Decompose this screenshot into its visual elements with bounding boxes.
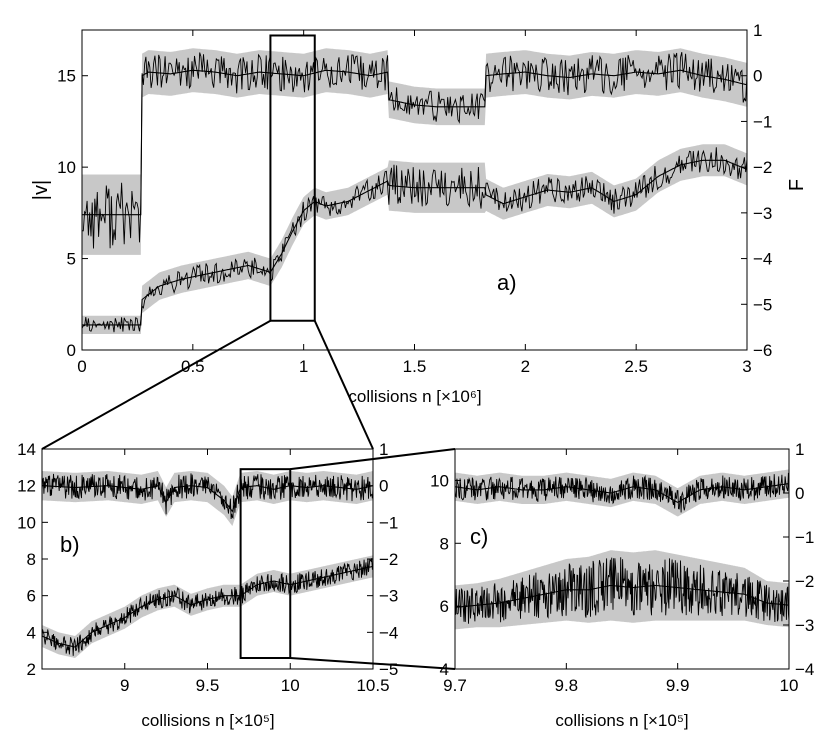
- series-1-spread-band: [82, 48, 747, 255]
- panel-label: c): [470, 524, 488, 549]
- y-right-tick-label: −3: [795, 616, 814, 635]
- series-2-mean-line: [82, 159, 747, 326]
- y-right-tick-label: −5: [379, 660, 398, 679]
- series-1-mean-line: [82, 69, 747, 216]
- series-2-trace: [82, 147, 747, 333]
- series-1-mean-line: [455, 483, 789, 503]
- y-left-tick-label: 4: [440, 660, 449, 679]
- y-left-tick-label: 6: [440, 597, 449, 616]
- y-right-tick-label: −3: [379, 587, 398, 606]
- zoom-connector-right: [313, 320, 374, 450]
- x-axis-label: collisions n [×10⁵]: [555, 711, 688, 730]
- y-left-tick-label: 2: [27, 660, 36, 679]
- y-left-tick-label: 6: [27, 587, 36, 606]
- x-tick-label: 0: [77, 357, 86, 376]
- plot-area: [82, 48, 747, 334]
- y-right-tick-label: 0: [795, 484, 804, 503]
- x-tick-label: 3: [742, 357, 751, 376]
- y-left-tick-label: 10: [57, 158, 76, 177]
- y-left-tick-label: 12: [17, 477, 36, 496]
- y-left-tick-label: 0: [67, 341, 76, 360]
- zoom-box: [269, 34, 316, 322]
- x-tick-label: 1.5: [403, 357, 427, 376]
- x-tick-label: 9: [120, 676, 129, 695]
- y-right-tick-label: 1: [795, 440, 804, 459]
- plot-area: [42, 471, 373, 658]
- x-tick-label: 10.5: [356, 676, 389, 695]
- panel-label: a): [497, 270, 517, 295]
- y-left-tick-label: 10: [17, 513, 36, 532]
- x-tick-label: 2: [521, 357, 530, 376]
- x-tick-label: 10: [780, 676, 799, 695]
- y-right-tick-label: −1: [795, 528, 814, 547]
- y-right-tick-label: 1: [379, 440, 388, 459]
- x-tick-label: 1: [299, 357, 308, 376]
- y-right-tick-label: −1: [379, 513, 398, 532]
- plot-area: [455, 469, 789, 630]
- y-right-tick-label: −2: [795, 572, 814, 591]
- y-left-tick-label: 8: [27, 550, 36, 569]
- series-1-trace: [82, 51, 747, 249]
- y-right-axis-label: F: [786, 179, 808, 191]
- y-right-tick-label: −2: [379, 550, 398, 569]
- series-2-mean-line: [455, 584, 789, 608]
- x-tick-label: 9.8: [555, 676, 579, 695]
- zoom-connector-bottom: [290, 657, 456, 670]
- y-left-tick-label: 8: [440, 534, 449, 553]
- zoom-connectors: [41, 319, 456, 670]
- y-right-tick-label: −1: [753, 112, 772, 131]
- series-1-mean-line: [42, 485, 373, 513]
- y-left-tick-label: 5: [67, 250, 76, 269]
- y-right-tick-label: 0: [753, 67, 762, 86]
- y-right-tick-label: 0: [379, 477, 388, 496]
- y-left-tick-label: 4: [27, 623, 36, 642]
- series-2-spread-band: [82, 144, 747, 334]
- series-2-trace: [455, 557, 789, 624]
- panel-label: b): [60, 532, 80, 557]
- zoom-connector-left: [41, 319, 271, 450]
- y-left-tick-label: 14: [17, 440, 36, 459]
- y-right-tick-label: −6: [753, 341, 772, 360]
- x-tick-label: 9.9: [666, 676, 690, 695]
- series-2-mean-line: [42, 565, 373, 648]
- series-2-spread-band: [42, 555, 373, 658]
- y-right-tick-label: −4: [379, 623, 398, 642]
- y-left-tick-label: 15: [57, 67, 76, 86]
- panel-a: 0 0.5 1 1.5 2 2.5 305101510−1−2−3−4−5−6collisi…: [30, 21, 808, 406]
- y-left-tick-label: 10: [430, 471, 449, 490]
- x-tick-label: 2.5: [624, 357, 648, 376]
- x-axis-label: collisions n [×10⁶]: [348, 387, 481, 406]
- axes-frame: [454, 448, 790, 670]
- x-tick-label: 9.7: [443, 676, 467, 695]
- x-axis-label: collisions n [×10⁵]: [141, 711, 274, 730]
- x-tick-label: 10: [281, 676, 300, 695]
- y-right-tick-label: −4: [795, 660, 814, 679]
- y-right-tick-label: −2: [753, 158, 772, 177]
- y-right-tick-label: −5: [753, 295, 772, 314]
- y-left-axis-label: |v|: [30, 180, 52, 200]
- y-right-tick-label: −4: [753, 250, 772, 269]
- y-right-tick-label: −3: [753, 204, 772, 223]
- y-right-tick-label: 1: [753, 21, 762, 40]
- zoom-box: [239, 468, 292, 659]
- zoom-connector-top: [290, 448, 456, 471]
- x-tick-label: 9.5: [196, 676, 220, 695]
- series-1-trace: [42, 473, 373, 520]
